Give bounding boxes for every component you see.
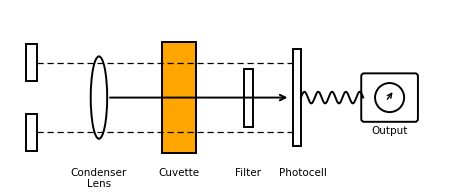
- Bar: [26, 114, 37, 151]
- Text: Output: Output: [372, 126, 408, 136]
- Text: Filter: Filter: [236, 168, 261, 178]
- Bar: [26, 44, 37, 81]
- Bar: [293, 49, 301, 146]
- Ellipse shape: [91, 56, 107, 139]
- Circle shape: [375, 83, 404, 112]
- Bar: [244, 69, 253, 127]
- FancyBboxPatch shape: [361, 73, 418, 122]
- Text: Cuvette: Cuvette: [158, 168, 200, 178]
- Text: Photocell: Photocell: [279, 168, 327, 178]
- Text: Condenser
Lens: Condenser Lens: [71, 168, 127, 189]
- Bar: [162, 42, 196, 153]
